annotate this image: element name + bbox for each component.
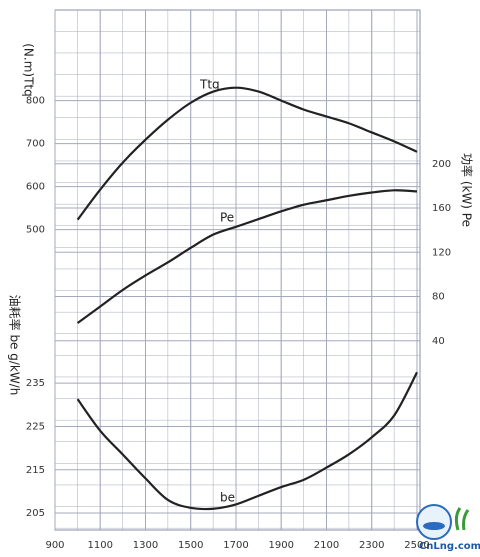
watermark: CnLng.com xyxy=(419,541,480,552)
y2-tick-label: 40 xyxy=(432,336,445,347)
plot-grid xyxy=(54,9,421,531)
y2-tick-label: 200 xyxy=(432,159,451,170)
curve-label: Pe xyxy=(220,211,234,225)
line xyxy=(76,86,418,221)
y2-tick-label: 120 xyxy=(432,247,451,258)
y-tick-label: 600 xyxy=(26,182,45,193)
x-tick-label: 1100 xyxy=(88,540,113,551)
y-tick-label: 800 xyxy=(26,96,45,107)
y3-axis-title: 油耗率 be g/kW/h xyxy=(8,295,23,396)
marks xyxy=(54,10,420,530)
line xyxy=(76,371,418,511)
y2-tick-label: 160 xyxy=(432,203,451,214)
logo: CnLng.com xyxy=(416,504,480,552)
curve-label: be xyxy=(220,491,235,505)
x-tick-label: 1500 xyxy=(178,540,203,551)
y-tick-label: 700 xyxy=(26,139,45,150)
curve-label: Ttq xyxy=(199,78,220,92)
x-tick-label: 2500 xyxy=(404,540,429,551)
x-tick-label: 2100 xyxy=(314,540,339,551)
y3-tick-label: 235 xyxy=(26,378,45,389)
x-tick-label: 1700 xyxy=(223,540,248,551)
y3-tick-label: 225 xyxy=(26,421,45,432)
y2-tick-label: 80 xyxy=(432,292,445,303)
line xyxy=(76,189,418,324)
y3-tick-label: 215 xyxy=(26,465,45,476)
x-tick-label: 2300 xyxy=(359,540,384,551)
y3-tick-label: 205 xyxy=(26,508,45,519)
x-tick-label: 1300 xyxy=(133,540,158,551)
y-axis-title: (N.m)Ttq xyxy=(22,43,36,97)
x-tick-label: 900 xyxy=(45,540,64,551)
y-tick-label: 500 xyxy=(26,225,45,236)
y2-axis-title: 功率 (kW) Pe xyxy=(460,153,475,227)
x-tick-label: 1900 xyxy=(269,540,294,551)
